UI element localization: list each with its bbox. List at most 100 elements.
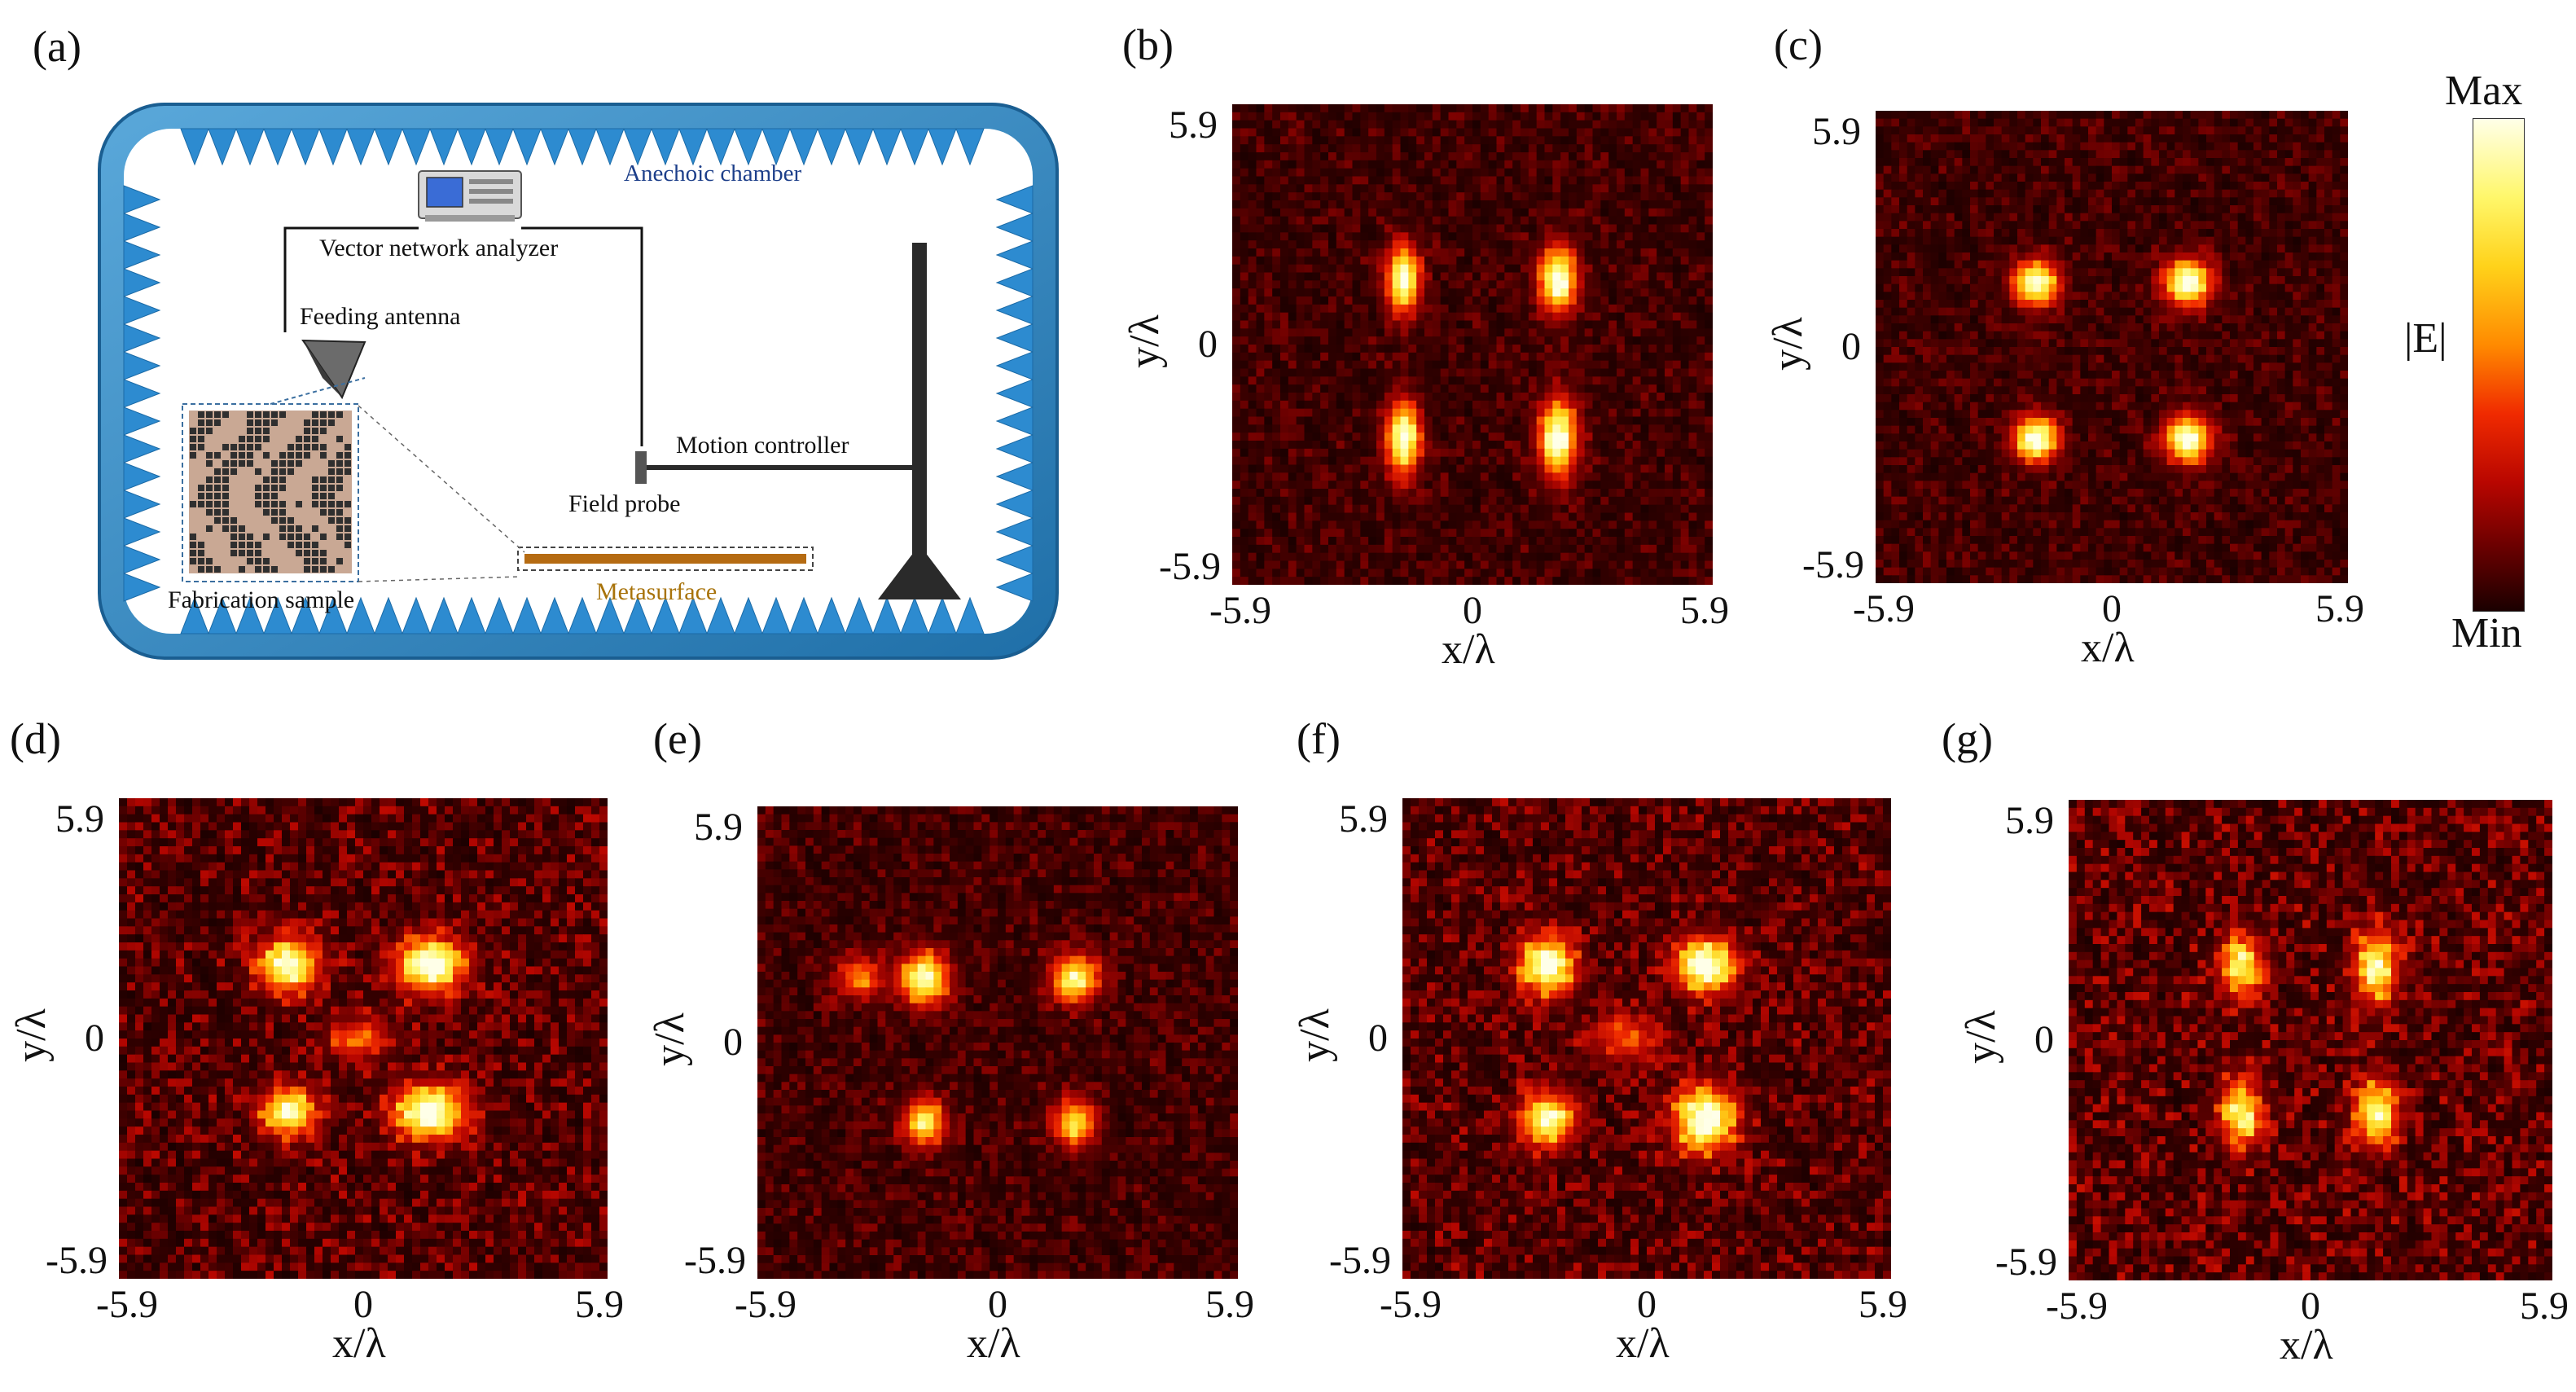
- heatmap-cell: [1344, 152, 1354, 161]
- heatmap-cell: [1504, 496, 1513, 506]
- heatmap-cell: [1328, 120, 1337, 130]
- heatmap-cell: [1472, 104, 1481, 113]
- heatmap-cell: [1680, 112, 1690, 121]
- heatmap-cell: [1416, 512, 1425, 521]
- heatmap-cell: [1665, 152, 1674, 161]
- heatmap-cell: [1432, 376, 1442, 385]
- heatmap-cell: [1376, 345, 1385, 353]
- heatmap-cell: [1617, 424, 1626, 433]
- heatmap-cell: [2198, 205, 2207, 214]
- heatmap-cell: [1657, 240, 1665, 249]
- heatmap-cell: [2190, 197, 2199, 206]
- heatmap-cell: [1496, 224, 1505, 233]
- heatmap-cell: [2151, 142, 2160, 151]
- heatmap-cell: [1456, 296, 1465, 305]
- heatmap-cell: [1648, 304, 1657, 314]
- heatmap-cell: [1320, 424, 1329, 433]
- heatmap-cell: [1360, 464, 1369, 473]
- heatmap-cell: [1544, 345, 1553, 353]
- heatmap-cell: [1521, 320, 1529, 329]
- heatmap-cell: [1672, 360, 1682, 370]
- heatmap-cell: [1680, 560, 1690, 569]
- heatmap-cell: [1569, 144, 1578, 153]
- heatmap-cell: [1640, 232, 1649, 241]
- heatmap-cell: [2316, 236, 2325, 245]
- heatmap-cell: [1688, 448, 1697, 458]
- heatmap-cell: [1569, 569, 1578, 577]
- panel-label-a: (a): [33, 24, 81, 68]
- heatmap-cell: [1368, 328, 1377, 337]
- heatmap-cell: [1264, 152, 1273, 161]
- heatmap-cell: [2198, 182, 2207, 191]
- heatmap-cell: [1408, 264, 1417, 274]
- absorber-spike: [263, 596, 292, 635]
- heatmap-cell: [1696, 176, 1705, 185]
- heatmap-cell: [1296, 288, 1306, 297]
- heatmap-cell: [1488, 336, 1498, 345]
- heatmap-cell: [1528, 368, 1538, 377]
- heatmap-cell: [1657, 200, 1665, 209]
- heatmap-cell: [1328, 272, 1337, 281]
- heatmap-cell: [1368, 472, 1377, 481]
- heatmap-cell: [2001, 173, 2010, 182]
- heatmap-cell: [1384, 296, 1393, 305]
- heatmap-cell: [1521, 200, 1529, 209]
- heatmap-cell: [1569, 520, 1578, 529]
- heatmap-cell: [1328, 560, 1337, 569]
- heatmap-cell: [1521, 272, 1529, 281]
- heatmap-cell: [2135, 126, 2144, 135]
- heatmap-cell: [1472, 569, 1481, 577]
- heatmap-cell: [1600, 256, 1609, 266]
- heatmap-cell: [2119, 134, 2128, 143]
- heatmap-cell: [2166, 158, 2175, 167]
- sample-cell: [328, 566, 335, 573]
- heatmap-cell: [1240, 544, 1249, 554]
- heatmap-cell: [1480, 520, 1490, 529]
- heatmap-cell: [1272, 569, 1281, 577]
- heatmap-cell: [2324, 205, 2333, 214]
- heatmap-cell: [1954, 126, 1963, 135]
- heatmap-cell: [1328, 360, 1337, 370]
- sample-cell: [263, 428, 270, 434]
- heatmap-cell: [2159, 213, 2168, 222]
- heatmap-cell: [1416, 304, 1425, 314]
- heatmap-cell: [2159, 189, 2168, 198]
- heatmap-cell: [1617, 472, 1626, 481]
- heatmap-cell: [1368, 104, 1377, 113]
- heatmap-cell: [2080, 150, 2089, 159]
- heatmap-cell: [2293, 197, 2302, 206]
- heatmap-cell: [2033, 197, 2042, 206]
- heatmap-cell: [1640, 376, 1649, 385]
- heatmap-cell: [1569, 192, 1578, 201]
- heatmap-cell: [1312, 240, 1321, 249]
- heatmap-cell: [1617, 336, 1626, 345]
- heatmap-cell: [1312, 288, 1321, 297]
- feeding-antenna-icon: [301, 339, 366, 400]
- heatmap-cell: [2206, 142, 2215, 151]
- heatmap-cell: [1416, 112, 1425, 121]
- heatmap-cell: [1640, 345, 1649, 353]
- heatmap-cell: [1488, 312, 1498, 322]
- heatmap-cell: [1624, 552, 1634, 562]
- heatmap-cell: [1352, 128, 1361, 137]
- heatmap-cell: [1384, 448, 1393, 458]
- heatmap-cell: [1296, 376, 1306, 385]
- heatmap-cell: [1448, 424, 1457, 433]
- heatmap-cell: [1600, 288, 1609, 297]
- heatmap-cell: [1416, 336, 1425, 345]
- heatmap-cell: [1688, 529, 1697, 538]
- heatmap-cell: [1312, 384, 1321, 393]
- heatmap-cell: [1360, 496, 1369, 506]
- heatmap-cell: [1504, 544, 1513, 554]
- heatmap-cell: [1328, 472, 1337, 481]
- heatmap-cell: [1360, 368, 1369, 377]
- heatmap-cell: [1512, 136, 1521, 145]
- sample-cell: [198, 558, 204, 564]
- heatmap-cell: [1600, 216, 1609, 226]
- heatmap-cell: [1336, 240, 1345, 249]
- heatmap-cell: [1248, 280, 1257, 289]
- heatmap-cell: [1384, 280, 1393, 289]
- heatmap-cell: [1624, 216, 1634, 226]
- heatmap-cell: [1970, 229, 1979, 238]
- heatmap-cell: [1617, 577, 1626, 585]
